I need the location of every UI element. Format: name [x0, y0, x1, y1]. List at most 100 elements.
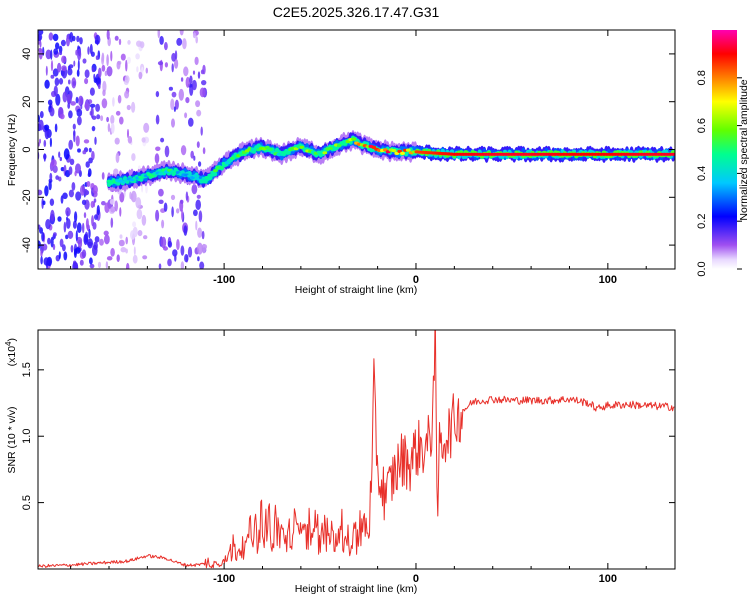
noise-speckle	[54, 123, 58, 133]
noise-speckle	[102, 80, 107, 93]
noise-speckle	[101, 172, 105, 180]
noise-speckle	[160, 137, 165, 143]
ridge-core	[405, 148, 411, 152]
x-tick-label: 100	[599, 274, 617, 286]
noise-speckle	[73, 60, 76, 67]
noise-speckle	[185, 97, 190, 104]
colorbar-gradient	[712, 30, 737, 269]
noise-speckle	[72, 81, 76, 86]
noise-speckle	[124, 90, 130, 99]
noise-speckle	[79, 37, 83, 45]
noise-speckle	[85, 218, 89, 230]
noise-speckle	[92, 185, 98, 195]
noise-speckle	[49, 107, 55, 117]
noise-speckle	[96, 114, 101, 120]
noise-speckle	[74, 211, 78, 223]
noise-speckle	[55, 42, 60, 50]
ridge-core	[397, 149, 403, 153]
noise-speckle	[197, 242, 203, 255]
noise-speckle	[76, 69, 80, 77]
ridge-core	[149, 174, 155, 178]
noise-speckle	[38, 33, 43, 41]
noise-speckle	[92, 222, 97, 230]
noise-speckle	[106, 54, 109, 67]
spectrogram-ticks: -100 0 100 -40 -20 0 20 40	[21, 30, 675, 286]
noise-speckle	[131, 101, 136, 113]
noise-speckle	[191, 79, 197, 91]
colorbar-tick-label: 0.8	[696, 70, 708, 85]
colorbar-tick-label: 0.0	[696, 261, 708, 276]
noise-speckle	[50, 60, 54, 72]
noise-speckle	[101, 55, 105, 65]
snr-xlabel: Height of straight line (km)	[295, 583, 418, 595]
noise-speckle	[106, 116, 109, 123]
x-tick-label: -100	[213, 573, 235, 585]
noise-speckle	[95, 55, 99, 60]
noise-speckle	[126, 104, 131, 111]
colorbar-tick-label: 0.6	[696, 118, 708, 133]
snr-ylabel: SNR (10 * v/v)	[6, 406, 18, 473]
y-tick-label: 1.0	[21, 429, 33, 444]
noise-speckle	[82, 150, 87, 155]
noise-speckle	[183, 66, 189, 77]
noise-speckle	[197, 256, 200, 262]
colorbar-tick-label: 0.4	[696, 166, 708, 181]
noise-speckle	[65, 234, 69, 240]
noise-speckle	[136, 66, 139, 73]
noise-speckle	[132, 254, 138, 264]
y-tick-label: 1.5	[21, 362, 33, 377]
noise-speckle	[77, 48, 82, 61]
ridge-core	[285, 151, 290, 155]
noise-speckle	[75, 135, 80, 147]
noise-speckle	[100, 115, 104, 122]
noise-speckle	[195, 36, 198, 44]
noise-speckle	[45, 219, 51, 230]
noise-speckle	[178, 88, 184, 101]
noise-speckle	[38, 189, 43, 196]
noise-speckle	[170, 98, 175, 111]
noise-speckle	[118, 38, 122, 46]
noise-speckle	[81, 199, 87, 205]
noise-speckle	[58, 151, 61, 158]
snr-series-line	[38, 330, 675, 569]
noise-speckle	[164, 62, 168, 68]
noise-speckle	[176, 37, 183, 46]
noise-speckle	[75, 163, 81, 174]
noise-speckle	[174, 99, 179, 110]
noise-speckle	[67, 67, 73, 76]
noise-speckle	[180, 145, 187, 156]
y-tick-label: -20	[21, 189, 33, 205]
noise-speckle	[185, 76, 190, 88]
noise-speckle	[112, 97, 115, 107]
noise-speckle	[44, 185, 49, 197]
noise-speckle	[110, 206, 116, 213]
noise-speckle	[192, 70, 196, 75]
svg-text:(x104): (x104)	[4, 338, 19, 366]
noise-speckle	[38, 224, 41, 230]
noise-speckle	[171, 52, 177, 62]
noise-speckle	[110, 247, 115, 257]
ridge-core	[670, 152, 675, 156]
ridge-core	[391, 149, 397, 153]
noise-speckle	[68, 79, 71, 85]
noise-speckle	[114, 35, 119, 41]
noise-speckle	[89, 103, 96, 108]
snr-frame	[37, 329, 676, 570]
noise-speckle	[113, 168, 119, 176]
noise-speckle	[50, 49, 53, 60]
noise-speckle	[57, 62, 62, 73]
noise-speckle	[138, 71, 143, 80]
noise-speckle	[118, 239, 125, 247]
noise-speckle	[173, 106, 176, 112]
noise-speckle	[197, 227, 203, 238]
noise-speckle	[59, 113, 65, 120]
noise-speckle	[154, 153, 160, 164]
noise-speckle	[196, 109, 202, 117]
ridge-core	[293, 147, 299, 151]
noise-speckle	[47, 237, 51, 245]
noise-speckle	[72, 123, 76, 130]
noise-speckle	[119, 234, 123, 239]
noise-speckle	[49, 198, 55, 206]
noise-speckle	[89, 263, 95, 269]
noise-speckle	[174, 254, 177, 262]
